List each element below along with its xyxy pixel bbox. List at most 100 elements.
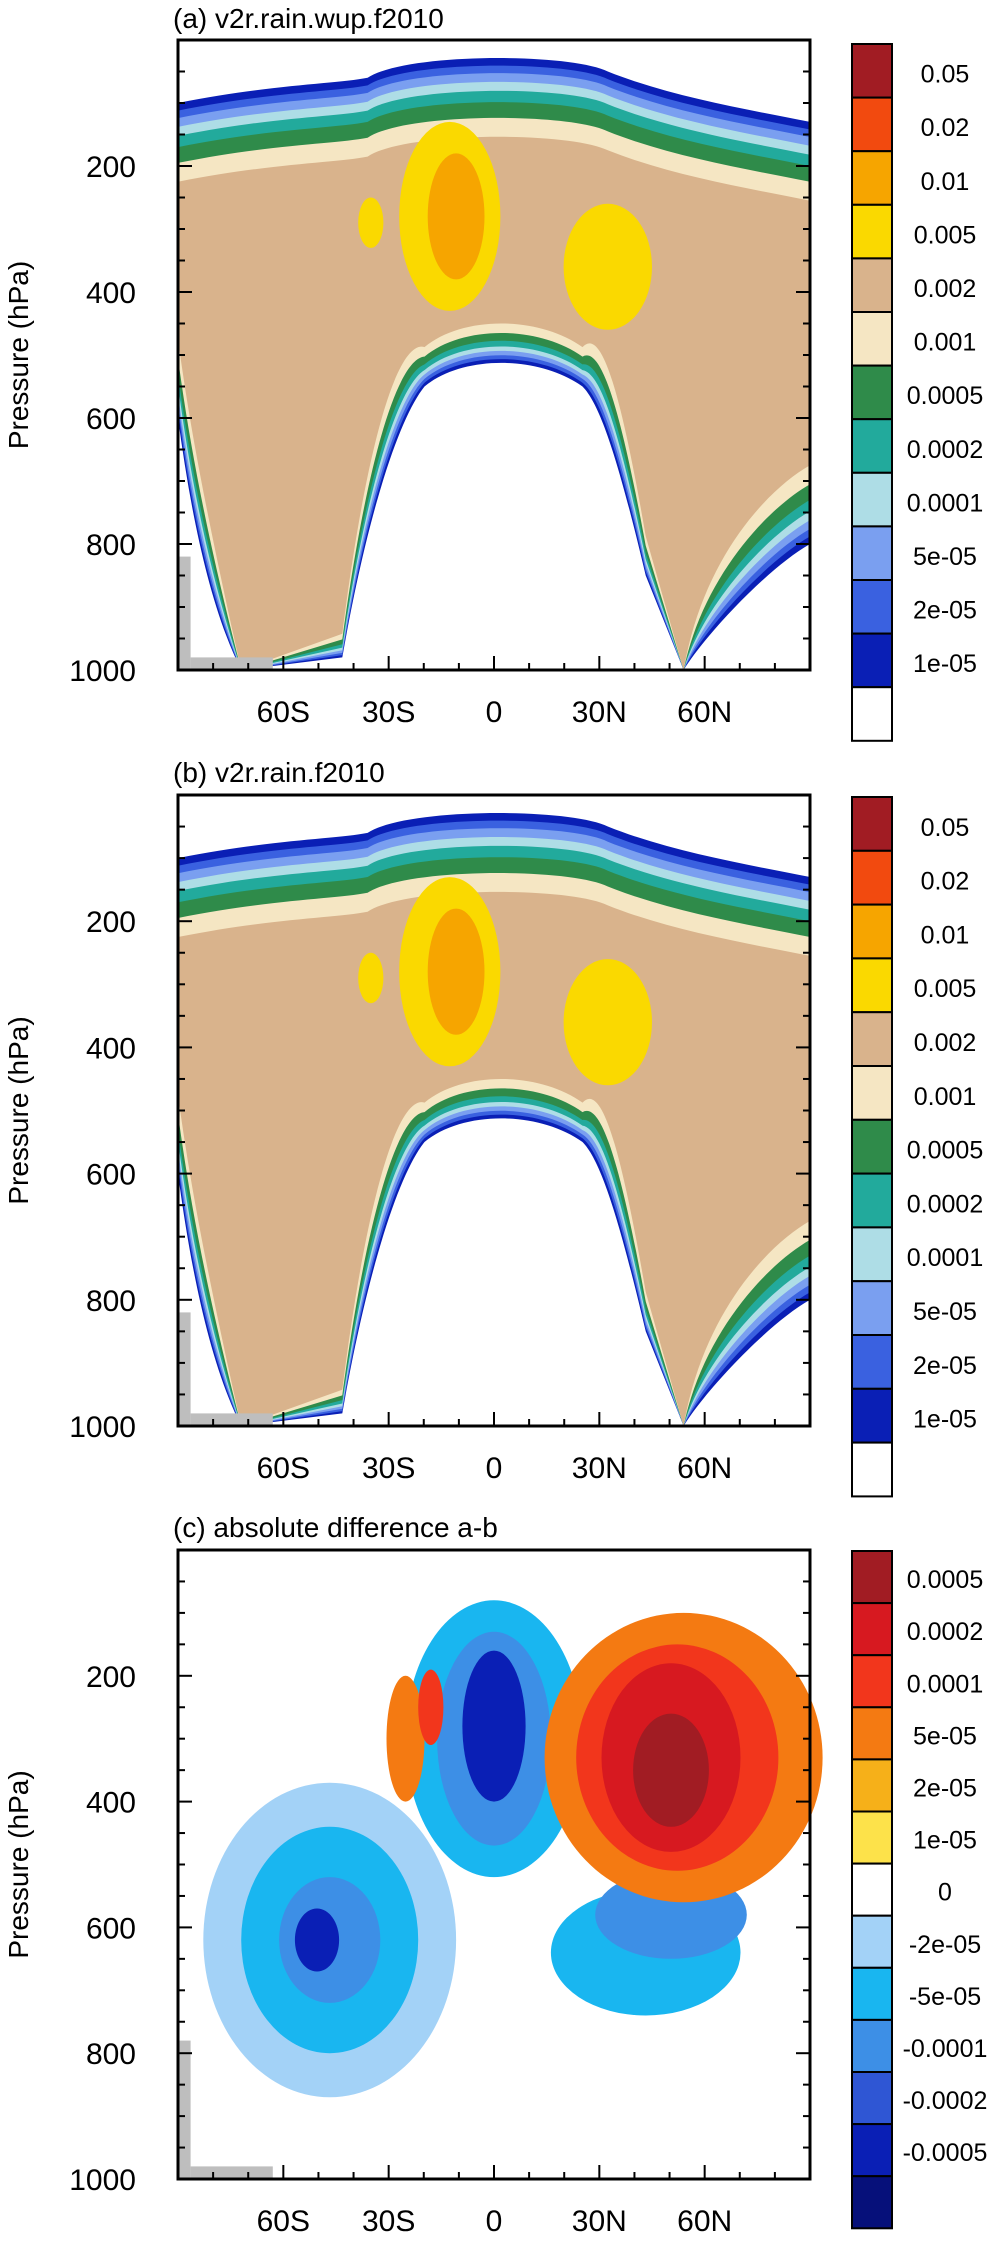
y-tick-label: 200 (86, 906, 136, 939)
x-tick-label: 30S (362, 696, 415, 729)
colorbar-swatch (851, 1862, 893, 1917)
colorbar-label: 0.0002 (907, 1190, 983, 1218)
colorbar-label: 0.0001 (907, 1670, 983, 1698)
colorbar-swatch (851, 849, 893, 906)
colorbar-swatch (851, 1441, 893, 1498)
missing-data-mask (190, 1413, 273, 1426)
colorbar-swatch (851, 903, 893, 960)
contour-band (178, 891, 810, 1426)
colorbar-swatch (851, 1758, 893, 1813)
colorbar-label: 0.001 (914, 1083, 977, 1111)
colorbar-label: 1e-05 (913, 1827, 977, 1855)
y-tick-label: 200 (86, 151, 136, 184)
colorbar-swatch (851, 1334, 893, 1390)
panel-title: (a) v2r.rain.wup.f2010 (173, 3, 444, 34)
y-tick-label: 400 (86, 1032, 136, 1065)
colorbar-label: 0.002 (914, 275, 977, 303)
colorbar-label: 0.02 (921, 868, 970, 896)
colorbar-label: 5e-05 (913, 1298, 977, 1326)
colorbar-label: 0 (938, 1879, 952, 1907)
y-axis-label: Pressure (hPa) (3, 1770, 34, 1958)
contour-band (563, 203, 652, 330)
colorbar-label: 0.0005 (907, 1566, 983, 1594)
colorbar-swatch (851, 257, 893, 313)
panel-a: (a) v2r.rain.wup.f2010 Pressure (hPa) 200 4… (3, 3, 983, 742)
colorbar-swatch (851, 150, 893, 206)
x-tick-label: 0 (486, 2205, 503, 2238)
x-tick-label: 30N (572, 1452, 627, 1485)
y-tick-label: 800 (86, 529, 136, 562)
colorbar-label: 2e-05 (913, 597, 977, 625)
missing-data-mask (190, 657, 273, 670)
colorbar-label: 5e-05 (913, 1722, 977, 1750)
y-axis-label: Pressure (hPa) (3, 261, 34, 449)
colorbar-swatch (851, 418, 893, 474)
contour-band (462, 1650, 526, 1802)
colorbar-swatch (851, 471, 893, 528)
colorbar-label: 1e-05 (913, 650, 977, 678)
x-tick-label: 60S (257, 696, 310, 729)
colorbar-swatch (851, 1550, 893, 1605)
colorbar-label: 0.0001 (907, 489, 983, 517)
y-tick-label: 600 (86, 1912, 136, 1945)
x-tick-label: 0 (486, 1452, 503, 1485)
contour-band (633, 1713, 709, 1827)
colorbar: 0.05 0.02 0.01 0.005 0.002 0.001 0.0005 0.0002 0… (851, 796, 983, 1498)
y-tick-label: 600 (86, 403, 136, 436)
y-tick-label: 200 (86, 1661, 136, 1694)
colorbar-label: 2e-05 (913, 1352, 977, 1380)
colorbar-swatch (851, 796, 893, 852)
colorbar-swatch (851, 96, 893, 153)
y-tick-label: 400 (86, 277, 136, 310)
colorbar-swatch (851, 364, 893, 421)
contour-field (178, 58, 810, 671)
colorbar-label: 0.02 (921, 114, 970, 142)
y-tick-label: 800 (86, 1285, 136, 1318)
colorbar-label: 0.0005 (907, 1137, 983, 1165)
colorbar-label: 0.0002 (907, 1618, 983, 1646)
colorbar-label: -5e-05 (909, 1983, 981, 2011)
x-tick-label: 0 (486, 696, 503, 729)
colorbar-label: 5e-05 (913, 543, 977, 571)
colorbar-swatch (851, 1065, 893, 1121)
colorbar-label: 0.0005 (907, 382, 983, 410)
colorbar-label: 0.0002 (907, 436, 983, 464)
contour-band (427, 908, 485, 1035)
colorbar-swatch (851, 1387, 893, 1444)
colorbar-label: 0.002 (914, 1029, 977, 1057)
x-tick-label: 60N (677, 696, 732, 729)
colorbar-swatch (851, 203, 893, 260)
colorbar-label: 0.01 (921, 921, 970, 949)
colorbar-swatch (851, 1654, 893, 1709)
missing-data-mask (178, 556, 191, 670)
contour-band (427, 153, 485, 280)
contour-band (386, 1675, 425, 1802)
contour-band (563, 959, 652, 1086)
x-tick-label: 60N (677, 1452, 732, 1485)
colorbar-label: -0.0005 (903, 2139, 988, 2167)
panel-title: (c) absolute difference a-b (173, 1512, 498, 1543)
colorbar: 0.0005 0.0002 0.0001 5e-05 2e-05 1e-05 0 -2e-05… (851, 1550, 988, 2230)
contour-field (178, 1600, 823, 2179)
colorbar-swatch (851, 2071, 893, 2126)
colorbar-label: 0.0001 (907, 1244, 983, 1272)
panel-c: (c) absolute difference a-b Pressure (hPa… (3, 1512, 987, 2238)
x-tick-label: 60S (257, 2205, 310, 2238)
colorbar-swatch (851, 1172, 893, 1229)
contour-band (358, 952, 384, 1004)
x-tick-label: 30N (572, 696, 627, 729)
colorbar-label: 2e-05 (913, 1775, 977, 1803)
contour-band (418, 1669, 444, 1746)
x-tick-label: 30S (362, 2205, 415, 2238)
panel-title: (b) v2r.rain.f2010 (173, 757, 385, 788)
colorbar-label: -2e-05 (909, 1931, 981, 1959)
missing-data-mask (178, 2040, 191, 2179)
colorbar-swatch (851, 2175, 893, 2230)
colorbar-swatch (851, 1226, 893, 1283)
colorbar-swatch (851, 1810, 893, 1865)
contour-field (178, 813, 810, 1426)
colorbar: 0.05 0.02 0.01 0.005 0.002 0.001 0.0005 0.0002 0… (851, 43, 983, 742)
colorbar-swatch (851, 1914, 893, 1969)
y-tick-label: 600 (86, 1159, 136, 1192)
